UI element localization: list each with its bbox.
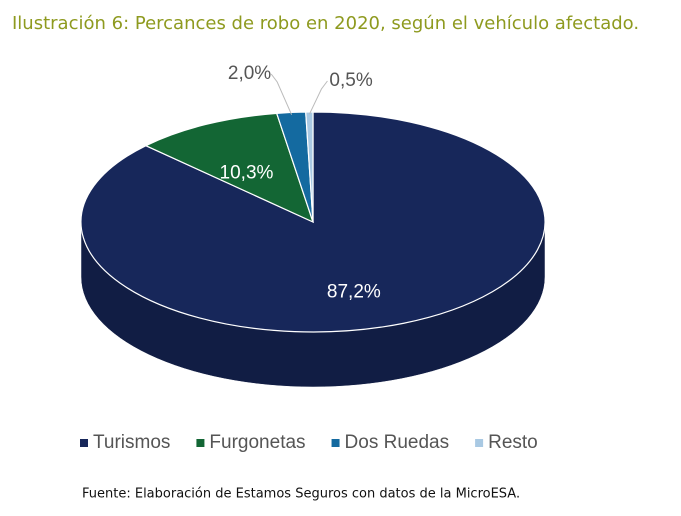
- legend: Turismos Furgonetas Dos Ruedas Resto: [80, 432, 538, 453]
- legend-label: Dos Ruedas: [345, 432, 450, 453]
- pie: 87,2% 10,3% 2,0% 0,5%: [80, 63, 546, 388]
- leader-line: [270, 73, 293, 115]
- legend-marker: [80, 439, 88, 447]
- slice: [144, 112, 315, 224]
- legend-label: Resto: [488, 432, 538, 453]
- slice: [305, 111, 314, 223]
- legend-label: Turismos: [93, 432, 170, 453]
- data-label: 87,2%: [327, 282, 381, 303]
- leader-line: [308, 80, 328, 115]
- data-label: 2,0%: [228, 63, 271, 84]
- data-label: 10,3%: [220, 163, 274, 184]
- legend-label: Furgonetas: [209, 432, 305, 453]
- legend-marker: [475, 439, 484, 447]
- chart-title: Ilustración 6: Percances de robo en 2020…: [12, 13, 639, 34]
- legend-marker: [196, 439, 205, 447]
- source-note: Fuente: Elaboración de Estamos Seguros c…: [82, 487, 520, 502]
- legend-marker: [331, 439, 340, 447]
- data-label: 0,5%: [329, 70, 372, 91]
